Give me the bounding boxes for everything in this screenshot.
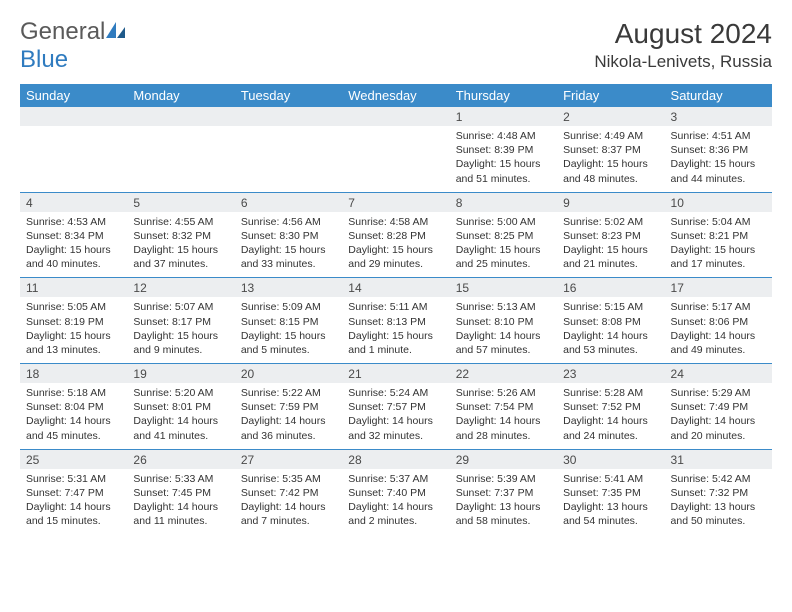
- day-number-cell: 23: [557, 364, 664, 383]
- day-number-cell: 19: [127, 364, 234, 383]
- day-detail-cell: Sunrise: 5:00 AMSunset: 8:25 PMDaylight:…: [450, 212, 557, 278]
- day-detail-cell: Sunrise: 5:41 AMSunset: 7:35 PMDaylight:…: [557, 469, 664, 535]
- day-number-cell: 27: [235, 450, 342, 469]
- day-detail-cell: Sunrise: 5:15 AMSunset: 8:08 PMDaylight:…: [557, 297, 664, 363]
- day-number-cell: 24: [665, 364, 772, 383]
- day-number-row: 25262728293031: [20, 450, 772, 469]
- day-number-row: 11121314151617: [20, 278, 772, 297]
- day-number-cell: 30: [557, 450, 664, 469]
- day-detail-cell: Sunrise: 5:07 AMSunset: 8:17 PMDaylight:…: [127, 297, 234, 363]
- day-detail-cell: Sunrise: 5:04 AMSunset: 8:21 PMDaylight:…: [665, 212, 772, 278]
- day-detail-cell: Sunrise: 4:51 AMSunset: 8:36 PMDaylight:…: [665, 126, 772, 192]
- day-number-cell: 3: [665, 107, 772, 126]
- day-number-cell: 14: [342, 278, 449, 297]
- day-detail-row: Sunrise: 5:05 AMSunset: 8:19 PMDaylight:…: [20, 297, 772, 363]
- day-number-cell: 21: [342, 364, 449, 383]
- day-number-row: 45678910: [20, 193, 772, 212]
- location-label: Nikola-Lenivets, Russia: [594, 52, 772, 72]
- day-detail-cell: Sunrise: 5:18 AMSunset: 8:04 PMDaylight:…: [20, 383, 127, 449]
- day-header: Saturday: [665, 84, 772, 107]
- day-number-cell: 17: [665, 278, 772, 297]
- day-detail-cell: Sunrise: 4:55 AMSunset: 8:32 PMDaylight:…: [127, 212, 234, 278]
- day-header: Friday: [557, 84, 664, 107]
- day-detail-cell: Sunrise: 5:02 AMSunset: 8:23 PMDaylight:…: [557, 212, 664, 278]
- day-detail-cell: Sunrise: 5:28 AMSunset: 7:52 PMDaylight:…: [557, 383, 664, 449]
- day-detail-cell: [20, 126, 127, 192]
- day-number-cell: [20, 107, 127, 126]
- day-header: Monday: [127, 84, 234, 107]
- calendar-table: Sunday Monday Tuesday Wednesday Thursday…: [20, 84, 772, 534]
- day-header: Wednesday: [342, 84, 449, 107]
- day-number-cell: 4: [20, 193, 127, 212]
- day-detail-row: Sunrise: 5:18 AMSunset: 8:04 PMDaylight:…: [20, 383, 772, 449]
- day-detail-cell: Sunrise: 5:29 AMSunset: 7:49 PMDaylight:…: [665, 383, 772, 449]
- day-detail-cell: Sunrise: 5:05 AMSunset: 8:19 PMDaylight:…: [20, 297, 127, 363]
- logo-sail-icon: [105, 18, 127, 45]
- day-detail-cell: Sunrise: 4:56 AMSunset: 8:30 PMDaylight:…: [235, 212, 342, 278]
- day-number-cell: [342, 107, 449, 126]
- day-number-cell: 29: [450, 450, 557, 469]
- day-detail-cell: Sunrise: 5:39 AMSunset: 7:37 PMDaylight:…: [450, 469, 557, 535]
- day-number-cell: 12: [127, 278, 234, 297]
- day-detail-cell: [127, 126, 234, 192]
- day-number-cell: 9: [557, 193, 664, 212]
- day-number-row: 18192021222324: [20, 364, 772, 383]
- day-detail-row: Sunrise: 5:31 AMSunset: 7:47 PMDaylight:…: [20, 469, 772, 535]
- day-number-cell: 8: [450, 193, 557, 212]
- day-number-cell: 7: [342, 193, 449, 212]
- day-number-cell: 6: [235, 193, 342, 212]
- day-detail-cell: Sunrise: 5:35 AMSunset: 7:42 PMDaylight:…: [235, 469, 342, 535]
- day-detail-cell: Sunrise: 5:31 AMSunset: 7:47 PMDaylight:…: [20, 469, 127, 535]
- day-header: Sunday: [20, 84, 127, 107]
- day-number-cell: [235, 107, 342, 126]
- calendar-page: GeneralBlue August 2024 Nikola-Lenivets,…: [0, 0, 792, 534]
- day-number-cell: 31: [665, 450, 772, 469]
- day-detail-cell: Sunrise: 5:09 AMSunset: 8:15 PMDaylight:…: [235, 297, 342, 363]
- day-detail-cell: [235, 126, 342, 192]
- day-number-cell: 18: [20, 364, 127, 383]
- day-detail-cell: Sunrise: 4:49 AMSunset: 8:37 PMDaylight:…: [557, 126, 664, 192]
- day-detail-cell: Sunrise: 5:33 AMSunset: 7:45 PMDaylight:…: [127, 469, 234, 535]
- day-number-cell: [127, 107, 234, 126]
- day-detail-cell: Sunrise: 5:42 AMSunset: 7:32 PMDaylight:…: [665, 469, 772, 535]
- day-number-cell: 16: [557, 278, 664, 297]
- day-detail-cell: Sunrise: 5:26 AMSunset: 7:54 PMDaylight:…: [450, 383, 557, 449]
- day-number-cell: 13: [235, 278, 342, 297]
- day-number-cell: 22: [450, 364, 557, 383]
- day-detail-cell: Sunrise: 4:58 AMSunset: 8:28 PMDaylight:…: [342, 212, 449, 278]
- day-number-row: 123: [20, 107, 772, 126]
- day-number-cell: 10: [665, 193, 772, 212]
- day-detail-row: Sunrise: 4:53 AMSunset: 8:34 PMDaylight:…: [20, 212, 772, 278]
- brand-name-part1: General: [20, 18, 105, 45]
- brand-name: GeneralBlue: [20, 18, 127, 74]
- day-detail-cell: Sunrise: 5:24 AMSunset: 7:57 PMDaylight:…: [342, 383, 449, 449]
- day-header-row: Sunday Monday Tuesday Wednesday Thursday…: [20, 84, 772, 107]
- brand-logo: GeneralBlue: [20, 18, 127, 74]
- page-header: GeneralBlue August 2024 Nikola-Lenivets,…: [20, 18, 772, 74]
- day-number-cell: 28: [342, 450, 449, 469]
- day-detail-cell: Sunrise: 5:11 AMSunset: 8:13 PMDaylight:…: [342, 297, 449, 363]
- brand-name-part2: Blue: [20, 46, 68, 73]
- day-header: Thursday: [450, 84, 557, 107]
- day-number-cell: 2: [557, 107, 664, 126]
- month-title: August 2024: [594, 18, 772, 50]
- day-detail-cell: Sunrise: 5:20 AMSunset: 8:01 PMDaylight:…: [127, 383, 234, 449]
- day-number-cell: 5: [127, 193, 234, 212]
- day-number-cell: 20: [235, 364, 342, 383]
- title-block: August 2024 Nikola-Lenivets, Russia: [594, 18, 772, 72]
- day-detail-cell: Sunrise: 4:53 AMSunset: 8:34 PMDaylight:…: [20, 212, 127, 278]
- day-number-cell: 11: [20, 278, 127, 297]
- day-number-cell: 25: [20, 450, 127, 469]
- day-detail-cell: Sunrise: 5:22 AMSunset: 7:59 PMDaylight:…: [235, 383, 342, 449]
- day-detail-cell: Sunrise: 4:48 AMSunset: 8:39 PMDaylight:…: [450, 126, 557, 192]
- day-detail-cell: Sunrise: 5:13 AMSunset: 8:10 PMDaylight:…: [450, 297, 557, 363]
- day-detail-cell: Sunrise: 5:17 AMSunset: 8:06 PMDaylight:…: [665, 297, 772, 363]
- day-number-cell: 15: [450, 278, 557, 297]
- day-number-cell: 1: [450, 107, 557, 126]
- day-number-cell: 26: [127, 450, 234, 469]
- day-detail-row: Sunrise: 4:48 AMSunset: 8:39 PMDaylight:…: [20, 126, 772, 192]
- day-detail-cell: [342, 126, 449, 192]
- day-detail-cell: Sunrise: 5:37 AMSunset: 7:40 PMDaylight:…: [342, 469, 449, 535]
- day-header: Tuesday: [235, 84, 342, 107]
